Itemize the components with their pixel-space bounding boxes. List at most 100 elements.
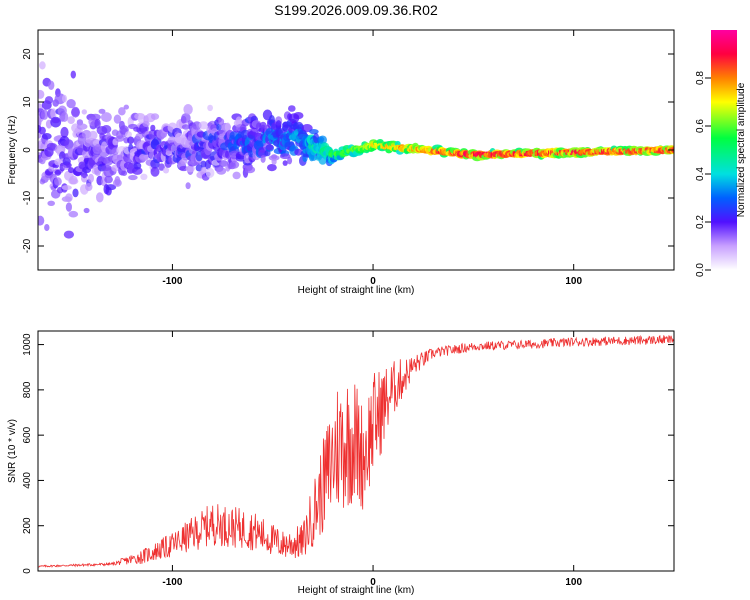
heatmap-cell bbox=[39, 61, 46, 70]
heatmap-cell bbox=[38, 126, 46, 135]
colorbar-tick-label: 0.4 bbox=[695, 167, 706, 181]
heatmap-cell bbox=[235, 116, 242, 126]
snr-xlabel: Height of straight line (km) bbox=[298, 585, 415, 596]
x-tick-label: 100 bbox=[565, 276, 582, 287]
heatmap-cell bbox=[94, 118, 101, 129]
spectrogram-xlabel: Height of straight line (km) bbox=[298, 285, 415, 296]
heatmap-cell bbox=[98, 108, 106, 114]
heatmap-cell bbox=[71, 108, 80, 117]
heatmap-cell bbox=[185, 182, 191, 190]
heatmap-cell bbox=[113, 179, 122, 187]
heatmap-cell bbox=[60, 126, 69, 138]
colorbar-tick-label: 0.2 bbox=[695, 215, 706, 229]
y-tick-label: 20 bbox=[22, 48, 33, 60]
heatmap-cell bbox=[132, 166, 143, 175]
heatmap-cell bbox=[179, 165, 189, 172]
spectrogram-ylabel: Frequency (Hz) bbox=[7, 116, 18, 185]
snr-series-line bbox=[38, 334, 674, 568]
y-tick-label: -20 bbox=[22, 238, 33, 253]
heatmap-cell bbox=[68, 167, 75, 174]
heatmap-cell bbox=[105, 184, 117, 191]
y-tick-label: 400 bbox=[22, 472, 33, 489]
heatmap-cell bbox=[123, 104, 129, 110]
heatmap-cell bbox=[88, 130, 98, 140]
x-tick-label: -100 bbox=[162, 577, 182, 588]
x-tick-label: -100 bbox=[162, 276, 182, 287]
heatmap-cell bbox=[67, 116, 75, 124]
heatmap-cell bbox=[101, 112, 112, 123]
heatmap-cell bbox=[271, 158, 277, 165]
heatmap-cell bbox=[205, 167, 215, 178]
heatmap-cell bbox=[69, 175, 78, 185]
heatmap-cell bbox=[232, 171, 241, 180]
heatmap-cell bbox=[118, 107, 126, 116]
heatmap-cell bbox=[41, 133, 52, 140]
heatmap-cell bbox=[268, 155, 280, 161]
heatmap-cell bbox=[44, 96, 54, 105]
heatmap-cell bbox=[288, 105, 296, 112]
heatmap-cell bbox=[275, 120, 282, 129]
heatmap-cell bbox=[140, 173, 148, 180]
heatmap-cell bbox=[138, 153, 149, 162]
heatmap-cell bbox=[181, 113, 191, 123]
heatmap-cell bbox=[229, 160, 240, 169]
heatmap-cell bbox=[48, 80, 55, 91]
heatmap-cell bbox=[85, 183, 93, 191]
heatmap-cell bbox=[225, 150, 231, 159]
heatmap-cell bbox=[72, 188, 79, 198]
heatmap-cell bbox=[282, 160, 288, 166]
heatmap-cell bbox=[218, 160, 228, 167]
heatmap-cell bbox=[135, 133, 144, 140]
heatmap-cell bbox=[44, 224, 50, 231]
figure-title: S199.2026.009.09.36.R02 bbox=[274, 2, 438, 18]
heatmap-cell bbox=[47, 200, 55, 206]
heatmap-cell bbox=[181, 124, 190, 130]
heatmap-cell bbox=[40, 109, 49, 120]
heatmap-cell bbox=[70, 70, 77, 79]
heatmap-cell bbox=[38, 215, 45, 226]
heatmap-cell bbox=[198, 121, 209, 130]
heatmap-cell bbox=[318, 135, 328, 145]
heatmap-cell bbox=[65, 193, 73, 203]
heatmap-cell bbox=[127, 136, 135, 144]
heatmap-cell bbox=[60, 112, 69, 122]
heatmap-cell bbox=[185, 165, 195, 173]
heatmap-cell bbox=[125, 131, 132, 138]
y-tick-label: 0 bbox=[22, 568, 33, 574]
y-tick-label: 10 bbox=[22, 96, 33, 108]
y-tick-label: 0 bbox=[22, 147, 33, 153]
heatmap-cell bbox=[113, 114, 122, 124]
heatmap-cell bbox=[62, 94, 67, 103]
colorbar-tick-label: 0.6 bbox=[695, 119, 706, 133]
heatmap-cell bbox=[54, 169, 62, 176]
heatmap-cell bbox=[88, 173, 94, 183]
heatmap-cell bbox=[64, 139, 74, 150]
heatmap-cell bbox=[128, 174, 138, 181]
heatmap-cell bbox=[162, 167, 170, 174]
heatmap-cell bbox=[101, 125, 112, 134]
heatmap-cell bbox=[260, 155, 266, 163]
heatmap-cell bbox=[54, 177, 62, 186]
heatmap-cell bbox=[150, 166, 160, 177]
heatmap-cell bbox=[104, 175, 113, 184]
heatmap-cell bbox=[244, 166, 256, 174]
y-tick-label: 600 bbox=[22, 426, 33, 443]
heatmap-cell bbox=[65, 202, 72, 212]
heatmap-cell bbox=[207, 104, 214, 112]
y-tick-label: 800 bbox=[22, 381, 33, 398]
y-tick-label: 200 bbox=[22, 517, 33, 534]
heatmap-cell bbox=[216, 124, 222, 131]
heatmap-cell bbox=[224, 122, 231, 132]
colorbar: 0.0 0.2 0.4 0.6 0.8 Normalized spectral ampl… bbox=[695, 30, 747, 277]
heatmap-cell bbox=[51, 118, 60, 124]
heatmap-cell bbox=[293, 112, 304, 120]
x-tick-label: 100 bbox=[565, 577, 582, 588]
heatmap-cell bbox=[66, 162, 72, 168]
heatmap-cell bbox=[216, 167, 227, 175]
heatmap-cell bbox=[279, 153, 291, 160]
spectrogram-heatmap bbox=[38, 61, 674, 239]
